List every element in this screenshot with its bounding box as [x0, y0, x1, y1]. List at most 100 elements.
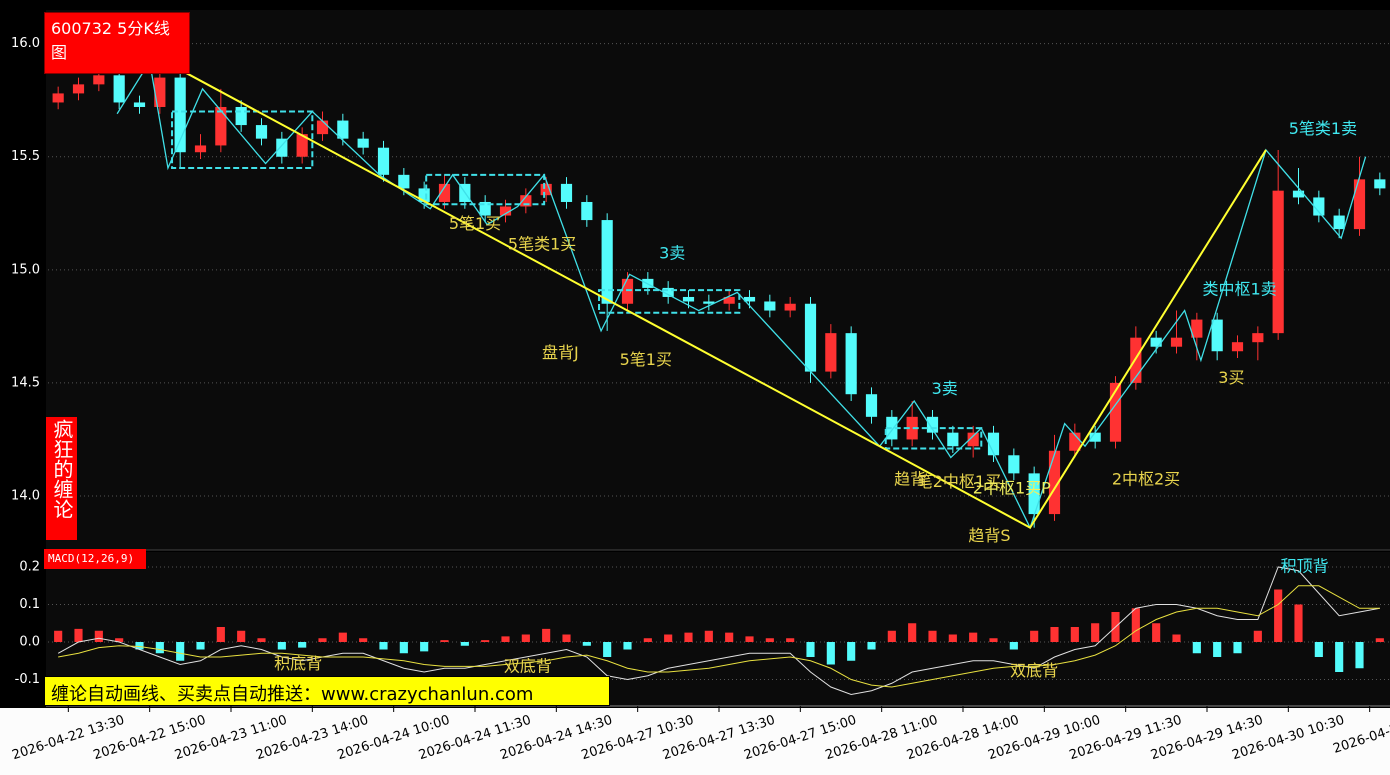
annotation: 盘背J	[542, 343, 579, 362]
macd-bar	[74, 628, 83, 642]
macd-bar	[562, 634, 571, 642]
macd-bar	[1009, 642, 1018, 650]
macd-bar	[1091, 623, 1100, 642]
candle-body	[987, 432, 1000, 456]
macd-bar	[277, 642, 286, 650]
y-tick-label: 0.2	[19, 560, 40, 575]
candle-body	[621, 278, 634, 304]
macd-bar	[847, 642, 856, 661]
candle-body	[1292, 190, 1305, 198]
candle-body	[1374, 179, 1386, 189]
annotation: 积底背	[274, 654, 322, 673]
candle-body	[662, 287, 674, 297]
macd-title: MACD(12,26,9)	[44, 549, 146, 569]
candle-body	[93, 75, 105, 85]
candle-body	[1130, 337, 1142, 383]
candle-body	[906, 416, 918, 440]
macd-bar	[1131, 608, 1140, 642]
annotation: 双底背	[1010, 661, 1058, 680]
macd-bar	[786, 638, 795, 642]
macd-bar	[1213, 642, 1222, 657]
candle-body	[357, 138, 369, 148]
macd-bar	[908, 623, 917, 642]
candle-body	[133, 102, 146, 107]
macd-bar	[1274, 589, 1283, 642]
macd-line	[58, 585, 1380, 688]
candle-body	[1211, 319, 1223, 352]
pivot-box	[171, 110, 314, 170]
annotation: 趋背	[894, 470, 926, 489]
candle-body	[682, 296, 695, 302]
annotation: 3卖	[932, 379, 958, 398]
macd-bar	[521, 634, 530, 642]
macd-bar	[1030, 630, 1039, 642]
macd-bar	[257, 638, 266, 642]
macd-bar	[1355, 642, 1364, 669]
candle-body	[276, 138, 288, 157]
candle-body	[1069, 432, 1081, 451]
macd-bar	[94, 630, 103, 642]
macd-bar	[1070, 627, 1079, 642]
macd-bar	[216, 627, 225, 642]
candle-body	[1028, 473, 1040, 515]
macd-bar	[684, 632, 693, 642]
macd-bar	[1233, 642, 1242, 654]
annotation: 双底背	[504, 657, 552, 676]
annotation: 类中枢1卖	[1202, 280, 1276, 299]
macd-bar	[725, 632, 734, 642]
macd-bar	[237, 630, 246, 642]
title: 600732 5分K线图	[44, 12, 190, 74]
y-tick-label: 0.0	[19, 635, 40, 650]
macd-bar	[806, 642, 815, 657]
candle-body	[520, 195, 532, 207]
candle-body	[337, 120, 349, 139]
annotation: 5笔类1买	[508, 234, 576, 253]
macd-bar	[623, 642, 632, 650]
macd-bar	[826, 642, 835, 665]
macd-bar	[1172, 634, 1181, 642]
y-tick-label: 14.0	[11, 488, 40, 503]
macd-bar	[420, 642, 429, 652]
macd-bar	[664, 634, 673, 642]
macd-bar	[155, 642, 164, 654]
candle-body	[1231, 342, 1244, 352]
candle-body	[845, 333, 857, 395]
macd-bar	[643, 638, 652, 642]
macd-bar	[582, 642, 591, 646]
candle-body	[703, 301, 715, 304]
annotation: 3卖	[659, 243, 685, 262]
candle-body	[1150, 337, 1162, 347]
candle-body	[601, 220, 613, 304]
candle-body	[72, 84, 85, 94]
candle-body	[1048, 450, 1061, 515]
macd-bar	[765, 638, 774, 642]
stroke-line	[116, 59, 1367, 530]
macd-bar	[1152, 623, 1161, 642]
candle-body	[1089, 432, 1101, 442]
candle-body	[174, 77, 186, 153]
y-tick-label: -0.1	[15, 672, 40, 687]
candle-body	[296, 134, 308, 157]
candle-body	[194, 145, 207, 153]
annotation: 3买	[1218, 368, 1244, 387]
y-tick-label: 16.0	[11, 36, 40, 51]
macd-bar	[1253, 630, 1262, 642]
candle-body	[1109, 382, 1122, 442]
segment-line	[185, 72, 1267, 529]
candle-body	[804, 303, 817, 372]
candle-body	[377, 147, 390, 175]
macd-bar	[745, 636, 754, 642]
macd-bar	[501, 636, 510, 642]
annotation: 笔2中枢1买	[917, 472, 1001, 491]
macd-bar	[989, 638, 998, 642]
macd-bar	[704, 630, 713, 642]
candle-body	[316, 120, 329, 135]
candle-body	[1272, 190, 1284, 334]
macd-bar	[440, 640, 449, 642]
macd-bar	[928, 630, 937, 642]
annotation: 5笔1买	[449, 214, 501, 233]
macd-bar	[948, 634, 957, 642]
candle-body	[865, 394, 878, 417]
macd-line	[57, 566, 1380, 696]
